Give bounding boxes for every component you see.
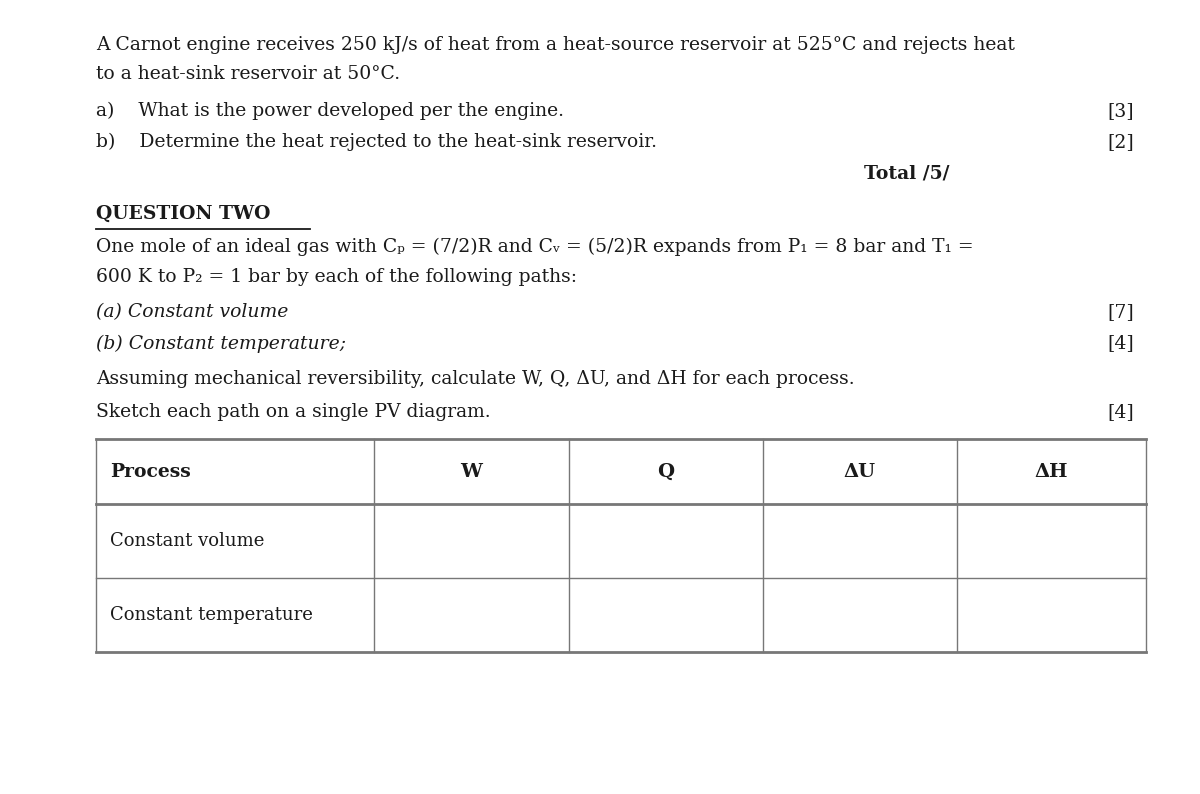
- Text: One mole of an ideal gas with Cₚ = (7/2)R and Cᵥ = (5/2)R expands from P₁ = 8 ba: One mole of an ideal gas with Cₚ = (7/2)…: [96, 238, 973, 256]
- Text: [4]: [4]: [1108, 334, 1134, 353]
- Text: W: W: [461, 463, 482, 480]
- Text: A Carnot engine receives 250 kJ/s of heat from a heat-source reservoir at 525°C : A Carnot engine receives 250 kJ/s of hea…: [96, 36, 1015, 54]
- Text: [3]: [3]: [1108, 102, 1134, 120]
- Text: to a heat-sink reservoir at 50°C.: to a heat-sink reservoir at 50°C.: [96, 65, 400, 83]
- Text: Assuming mechanical reversibility, calculate W, Q, ΔU, and ΔH for each process.: Assuming mechanical reversibility, calcu…: [96, 370, 854, 388]
- Text: QUESTION TWO: QUESTION TWO: [96, 205, 270, 223]
- Text: Q: Q: [658, 463, 674, 480]
- Text: [2]: [2]: [1108, 133, 1134, 151]
- Text: Process: Process: [110, 463, 191, 480]
- Text: (b) Constant temperature;: (b) Constant temperature;: [96, 334, 346, 353]
- Text: [7]: [7]: [1108, 303, 1134, 322]
- Text: b)    Determine the heat rejected to the heat-sink reservoir.: b) Determine the heat rejected to the he…: [96, 133, 658, 151]
- Text: ΔH: ΔH: [1034, 463, 1068, 480]
- Text: 600 K to P₂ = 1 bar by each of the following paths:: 600 K to P₂ = 1 bar by each of the follo…: [96, 268, 577, 286]
- Text: ΔU: ΔU: [844, 463, 876, 480]
- Text: Constant volume: Constant volume: [110, 532, 265, 550]
- Text: Sketch each path on a single PV diagram.: Sketch each path on a single PV diagram.: [96, 403, 491, 422]
- Text: [4]: [4]: [1108, 403, 1134, 422]
- Text: Total /5/: Total /5/: [864, 164, 949, 183]
- Text: (a) Constant volume: (a) Constant volume: [96, 303, 288, 322]
- Text: a)    What is the power developed per the engine.: a) What is the power developed per the e…: [96, 102, 564, 120]
- Text: Constant temperature: Constant temperature: [110, 606, 313, 624]
